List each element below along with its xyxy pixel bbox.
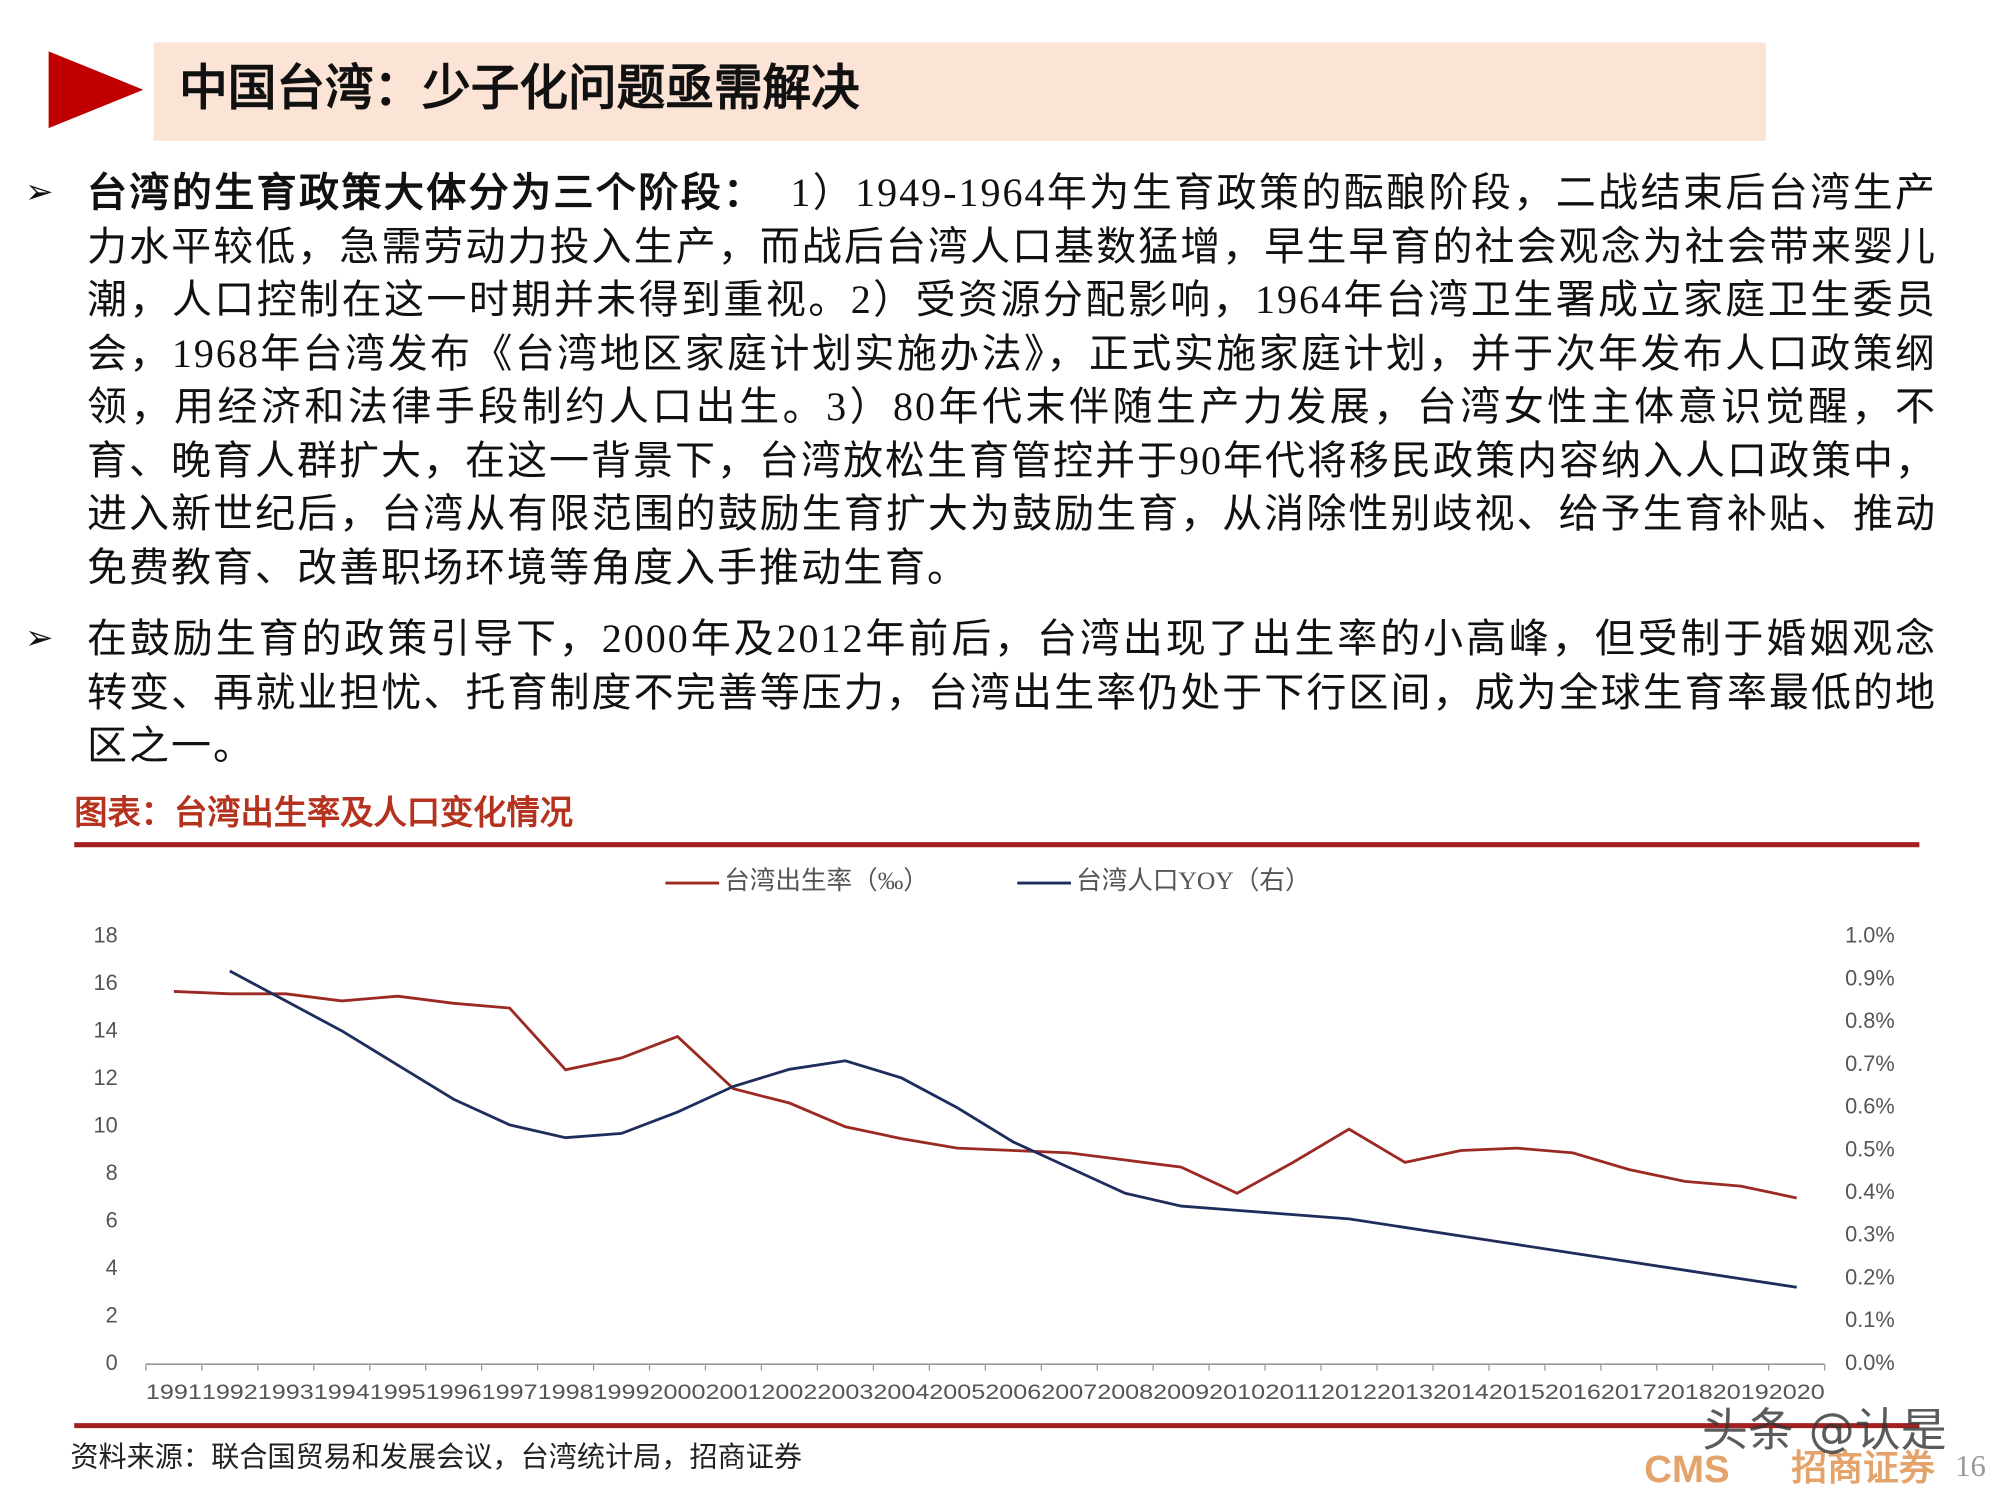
y2-tick-label: 0.6% [1845,1094,1895,1119]
legend-label: 台湾出生率（‰） [724,866,929,895]
paragraph-lead: 台湾的生育政策大体分为三个阶段： [87,170,766,215]
series-line [173,990,1798,1200]
y2-tick-label: 0.1% [1845,1307,1895,1332]
x-tick-label: 2007 [1041,1381,1097,1404]
y-tick-label: 18 [94,923,118,948]
x-tick-label: 2004 [873,1381,929,1404]
x-tick-label: 1994 [314,1381,370,1404]
y-tick-label: 14 [94,1018,118,1043]
x-tick-label: 1997 [482,1381,538,1404]
x-tick-label: 1999 [594,1381,650,1404]
x-tick-label: 2008 [1097,1381,1153,1404]
x-tick-label: 2012 [1321,1381,1377,1404]
paragraph: 在鼓励生育的政策引导下，2000年及2012年前后，台湾出现了出生率的小高峰，但… [25,612,1937,773]
x-tick-label: 2000 [650,1381,706,1404]
x-tick-label: 2016 [1545,1381,1601,1404]
slide-title: 中国台湾：少子化问题亟需解决 [179,62,860,116]
legend-label: 台湾人口YOY（右） [1076,866,1310,895]
y2-tick-label: 0.0% [1845,1350,1895,1375]
title-arrow [48,51,144,129]
x-tick-label: 1995 [370,1381,426,1404]
paragraph-text: 在鼓励生育的政策引导下，2000年及2012年前后，台湾出现了出生率的小高峰，但… [87,616,1937,768]
x-tick-label: 2015 [1489,1381,1545,1404]
watermark: 头条 @认是 [1702,1403,1947,1457]
y-tick-label: 2 [106,1302,118,1327]
company: 招商证券 [1791,1448,1935,1488]
x-tick-label: 1992 [202,1381,258,1404]
y-tick-label: 8 [106,1160,118,1185]
x-tick-label: 2011 [1265,1381,1321,1404]
x-tick-label: 2003 [817,1381,873,1404]
y2-tick-label: 0.7% [1845,1051,1895,1076]
y-tick-label: 12 [94,1065,118,1090]
x-tick-label: 2001 [705,1381,761,1404]
y2-tick-label: 0.8% [1845,1008,1895,1033]
x-tick-label: 2005 [929,1381,985,1404]
title-band [153,42,1766,141]
paragraph-text: 1）1949-1964年为生育政策的酝酿阶段，二战结束后台湾生产力水平较低，急需… [87,170,1938,590]
y-tick-label: 6 [106,1207,118,1232]
y-tick-label: 4 [106,1255,118,1280]
x-tick-label: 2006 [985,1381,1041,1404]
series-line [229,969,1797,1289]
x-tick-label: 2013 [1377,1381,1433,1404]
y2-tick-label: 0.5% [1845,1136,1895,1161]
x-tick-label: 1998 [538,1381,594,1404]
y2-tick-label: 0.4% [1845,1179,1895,1204]
y-tick-label: 16 [94,970,118,995]
paragraph: 台湾的生育政策大体分为三个阶段： 1）1949-1964年为生育政策的酝酿阶段，… [25,166,1938,594]
chart: 0 2 4 6 8 10 12 14 16 18 0.0% 0.1% 0.2% 0.3% 0.4% 0.5% 0… [94,866,1895,1404]
x-tick-label: 2009 [1153,1381,1209,1404]
logo: CMS [1644,1448,1729,1491]
y-tick-label: 0 [106,1350,118,1375]
page-number: 16 [1955,1449,1986,1483]
x-tick-label: 2018 [1657,1381,1713,1404]
x-tick-label: 1991 [146,1381,202,1404]
x-tick-label: 2002 [761,1381,817,1404]
x-tick-label: 1996 [426,1381,482,1404]
x-tick-label: 1993 [258,1381,314,1404]
x-tick-label: 2020 [1769,1381,1825,1404]
chart-title: 图表：台湾出生率及人口变化情况 [74,794,573,832]
x-tick-label: 2010 [1209,1381,1265,1404]
x-tick-label: 2017 [1601,1381,1657,1404]
y2-tick-label: 1.0% [1845,923,1895,948]
x-tick-label: 2019 [1713,1381,1769,1404]
y2-tick-label: 0.3% [1845,1222,1895,1247]
y-tick-label: 10 [94,1113,118,1138]
y2-tick-label: 0.2% [1845,1264,1895,1289]
x-tick-label: 2014 [1433,1381,1489,1404]
source: 资料来源：联合国贸易和发展会议，台湾统计局，招商证券 [70,1442,802,1474]
y2-tick-label: 0.9% [1845,965,1895,990]
